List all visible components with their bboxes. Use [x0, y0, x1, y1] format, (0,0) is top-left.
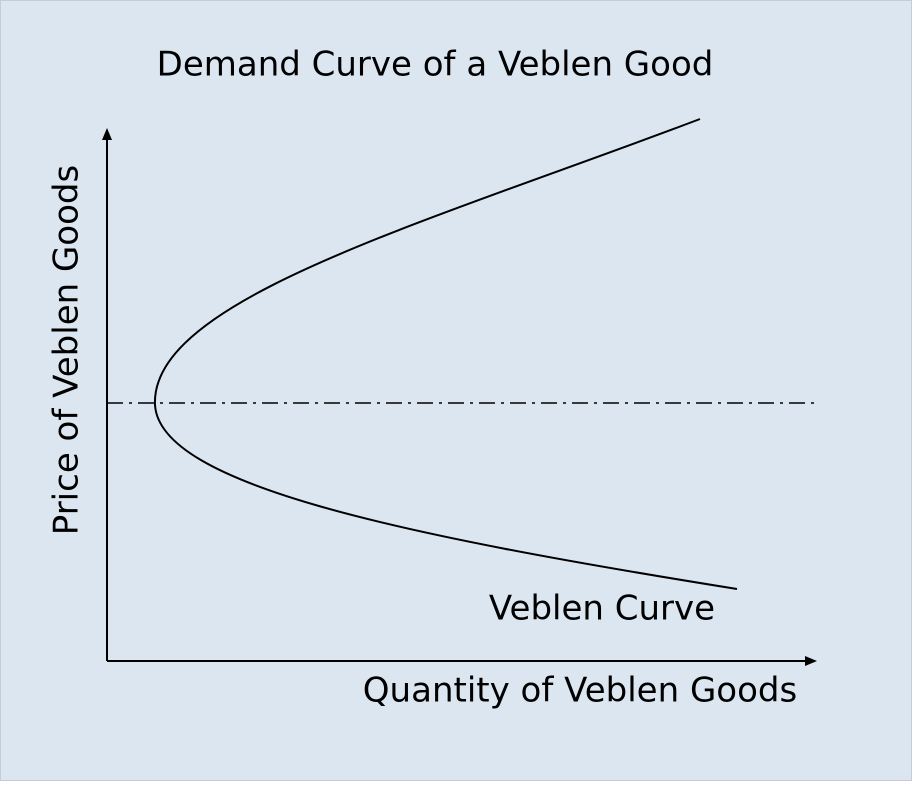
x-axis-label: Quantity of Veblen Goods: [363, 671, 797, 711]
y-axis-label: Price of Veblen Goods: [47, 165, 87, 535]
title: Demand Curve of a Veblen Good: [157, 45, 714, 85]
veblen-curve: [153, 118, 738, 590]
curve-label: Veblen Curve: [489, 589, 715, 629]
